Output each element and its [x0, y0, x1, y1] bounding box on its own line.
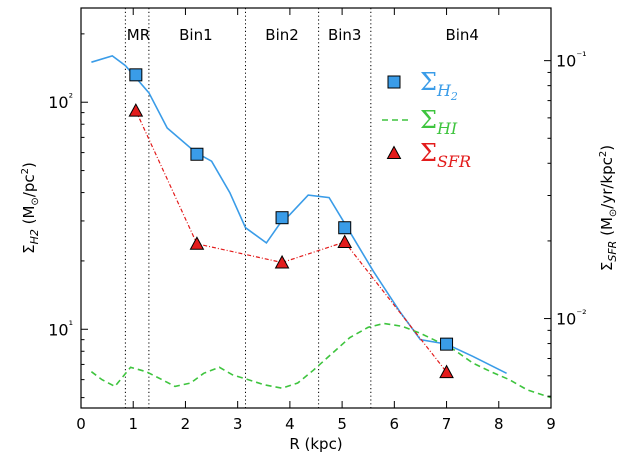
plot-frame [80, 7, 552, 409]
sigma-h2-marker [338, 221, 352, 235]
x-tick-label: 1 [128, 415, 138, 433]
sigma-h2-marker [440, 337, 454, 351]
sigma-hi-dashed-line [90, 322, 552, 399]
y-right-tick-label: 10⁻² [556, 308, 587, 329]
sigma-h2-marker [129, 68, 143, 82]
bin-label: Bin2 [265, 26, 299, 44]
series-layer [90, 55, 552, 399]
sigma-sfr-marker [337, 234, 353, 249]
legend-marker-square [387, 75, 401, 89]
x-tick-label: 2 [181, 415, 191, 433]
sigma-h2-marker [275, 211, 289, 225]
plot-area: MR Bin1 Bin2 Bin3 Bin4 [124, 8, 479, 408]
y-left-axis-label: ΣH2 (M⊙/pc2) [20, 162, 41, 254]
y-left-tick-label: 10² [48, 91, 73, 112]
sigma-sfr-marker [439, 364, 454, 379]
sigma-sfr-marker [189, 236, 205, 250]
y-right-tick-label: 10⁻¹ [556, 50, 587, 71]
x-tick-label: 0 [76, 415, 86, 433]
y-left-tick-label: 10¹ [48, 318, 73, 339]
y-right-axis-label: ΣSFR (M⊙/yr/kpc2) [598, 145, 619, 271]
axes-frame [80, 7, 552, 409]
sigma-sfr-marker [274, 254, 290, 269]
x-tick-label: 6 [390, 415, 400, 433]
x-tick-label: 3 [233, 415, 243, 433]
legend-label: ΣH2 [420, 68, 458, 103]
bin-label: MR [127, 26, 150, 44]
sigma-h2-marker [190, 147, 204, 161]
sigma-sfr-dashdot-line [135, 110, 448, 373]
tick-layer: 0 1 2 3 4 5 6 7 8 9 10¹ 10² 10⁻² 10⁻¹ R (kpc) ΣH2 (M⊙/p… [20, 8, 619, 453]
legend-label: ΣHI [420, 106, 458, 138]
sigma-h2-profile-line [91, 55, 507, 375]
bin-label: Bin4 [445, 26, 479, 44]
x-tick-label: 4 [285, 415, 295, 433]
x-tick-label: 8 [494, 415, 504, 433]
legend-marker-triangle [386, 145, 402, 159]
sigma-sfr-marker [128, 103, 144, 117]
x-axis-label: R (kpc) [289, 435, 342, 453]
legend-label: ΣSFR [420, 139, 471, 171]
bin-label: Bin3 [328, 26, 362, 44]
x-tick-label: 5 [337, 415, 347, 433]
bin-label: Bin1 [179, 26, 213, 44]
x-tick-label: 7 [442, 415, 452, 433]
x-tick-label: 9 [546, 415, 556, 433]
